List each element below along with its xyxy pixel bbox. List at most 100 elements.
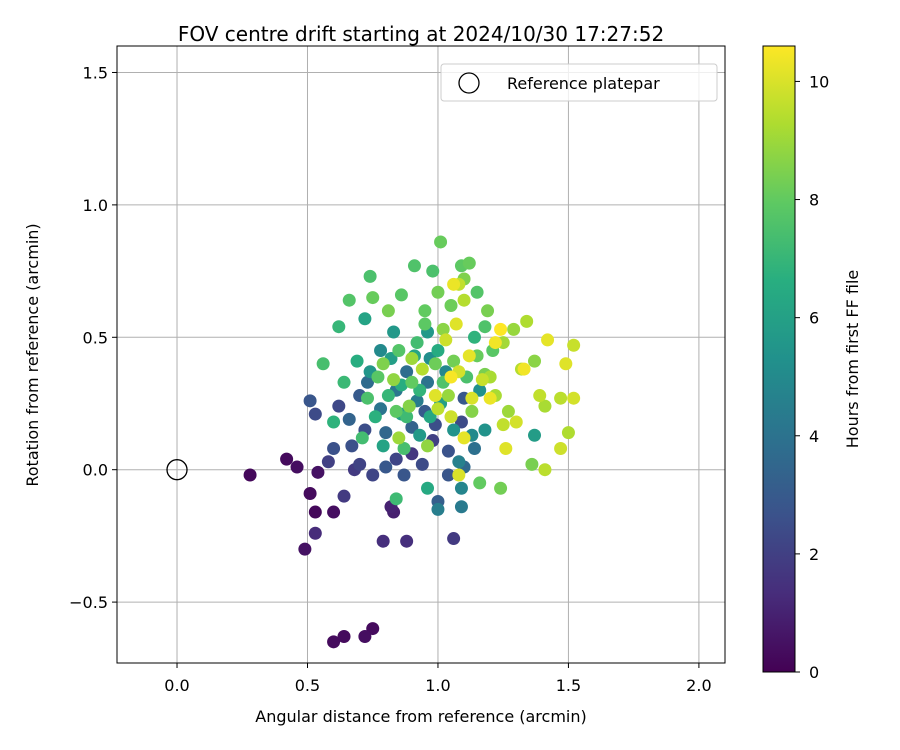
data-point: [528, 354, 542, 368]
data-point: [366, 622, 380, 636]
data-point: [454, 481, 468, 495]
reference-platepar-marker: [166, 459, 188, 481]
data-point: [452, 468, 466, 482]
data-point: [533, 389, 547, 403]
data-point: [421, 375, 435, 389]
data-point: [311, 465, 325, 479]
data-point: [332, 399, 346, 413]
data-point: [554, 442, 568, 456]
data-point: [353, 457, 367, 471]
x-tick-label: 1.0: [425, 676, 450, 695]
data-point: [444, 299, 458, 313]
colorbar-tick-label: 10: [809, 72, 829, 91]
data-point: [337, 489, 351, 503]
data-point: [467, 442, 481, 456]
data-point: [327, 442, 341, 456]
legend-box: [440, 63, 718, 102]
data-point: [327, 635, 341, 649]
data-point: [337, 375, 351, 389]
data-point: [389, 492, 403, 506]
data-point: [361, 391, 375, 405]
data-point: [410, 336, 424, 350]
data-point: [428, 357, 442, 371]
data-point: [303, 487, 317, 501]
data-point: [449, 317, 463, 331]
data-point: [308, 526, 322, 540]
data-point: [392, 344, 406, 358]
data-point: [308, 407, 322, 421]
data-point: [517, 362, 531, 376]
x-tick-label: 0.5: [295, 676, 320, 695]
data-point: [376, 439, 390, 453]
chart-title: FOV centre drift starting at 2024/10/30 …: [178, 22, 664, 46]
data-point: [478, 423, 492, 437]
data-point: [494, 481, 508, 495]
data-point: [358, 312, 372, 326]
data-point: [374, 344, 388, 358]
data-point: [316, 357, 330, 371]
data-point: [496, 418, 510, 432]
data-point: [447, 354, 461, 368]
data-point: [441, 468, 455, 482]
data-point: [400, 365, 414, 379]
data-point: [400, 410, 414, 424]
data-point: [499, 442, 513, 456]
data-point: [387, 325, 401, 339]
legend-entry-reference: Reference platepar: [507, 74, 660, 93]
data-point: [452, 455, 466, 469]
data-point: [298, 542, 312, 556]
data-point: [462, 256, 476, 270]
data-point: [475, 373, 489, 387]
data-points: [243, 235, 581, 649]
colorbar-tick-label: 2: [809, 545, 819, 564]
y-tick-label: 0.0: [83, 461, 108, 480]
data-point: [407, 259, 421, 273]
data-point: [559, 357, 573, 371]
colorbar: 0 2 4 6 8 10 Hours from first FF file: [762, 45, 862, 682]
data-point: [457, 431, 471, 445]
data-point: [457, 293, 471, 307]
data-point: [441, 389, 455, 403]
data-point: [426, 264, 440, 278]
data-point: [243, 468, 257, 482]
data-point: [494, 322, 508, 336]
data-point: [280, 452, 294, 466]
data-point: [567, 338, 581, 352]
x-tick-label: 2.0: [686, 676, 711, 695]
data-point: [371, 370, 385, 384]
data-point: [528, 428, 542, 442]
x-axis-ticks: 0.0 0.5 1.0 1.5 2.0: [164, 663, 712, 695]
data-point: [389, 452, 403, 466]
data-point: [387, 373, 401, 387]
data-point: [389, 404, 403, 418]
data-point: [361, 375, 375, 389]
data-point: [439, 333, 453, 347]
data-point: [405, 351, 419, 365]
data-point: [413, 383, 427, 397]
data-point: [342, 412, 356, 426]
data-point: [509, 415, 523, 429]
data-point: [431, 502, 445, 516]
data-point: [366, 291, 380, 305]
data-point: [415, 457, 429, 471]
data-point: [421, 439, 435, 453]
data-point: [436, 322, 450, 336]
data-point: [434, 235, 448, 249]
data-point: [345, 439, 359, 453]
colorbar-tick-label: 0: [809, 663, 819, 682]
data-point: [483, 391, 497, 405]
data-point: [454, 415, 468, 429]
data-point: [303, 394, 317, 408]
data-point: [462, 349, 476, 363]
data-point: [447, 532, 461, 546]
data-point: [415, 362, 429, 376]
data-point: [421, 481, 435, 495]
grid-lines: [117, 46, 725, 663]
data-point: [473, 476, 487, 490]
data-point: [358, 630, 372, 644]
plot-frame: [116, 45, 726, 664]
data-point: [327, 415, 341, 429]
data-point: [350, 354, 364, 368]
data-point: [342, 293, 356, 307]
data-point: [376, 534, 390, 548]
